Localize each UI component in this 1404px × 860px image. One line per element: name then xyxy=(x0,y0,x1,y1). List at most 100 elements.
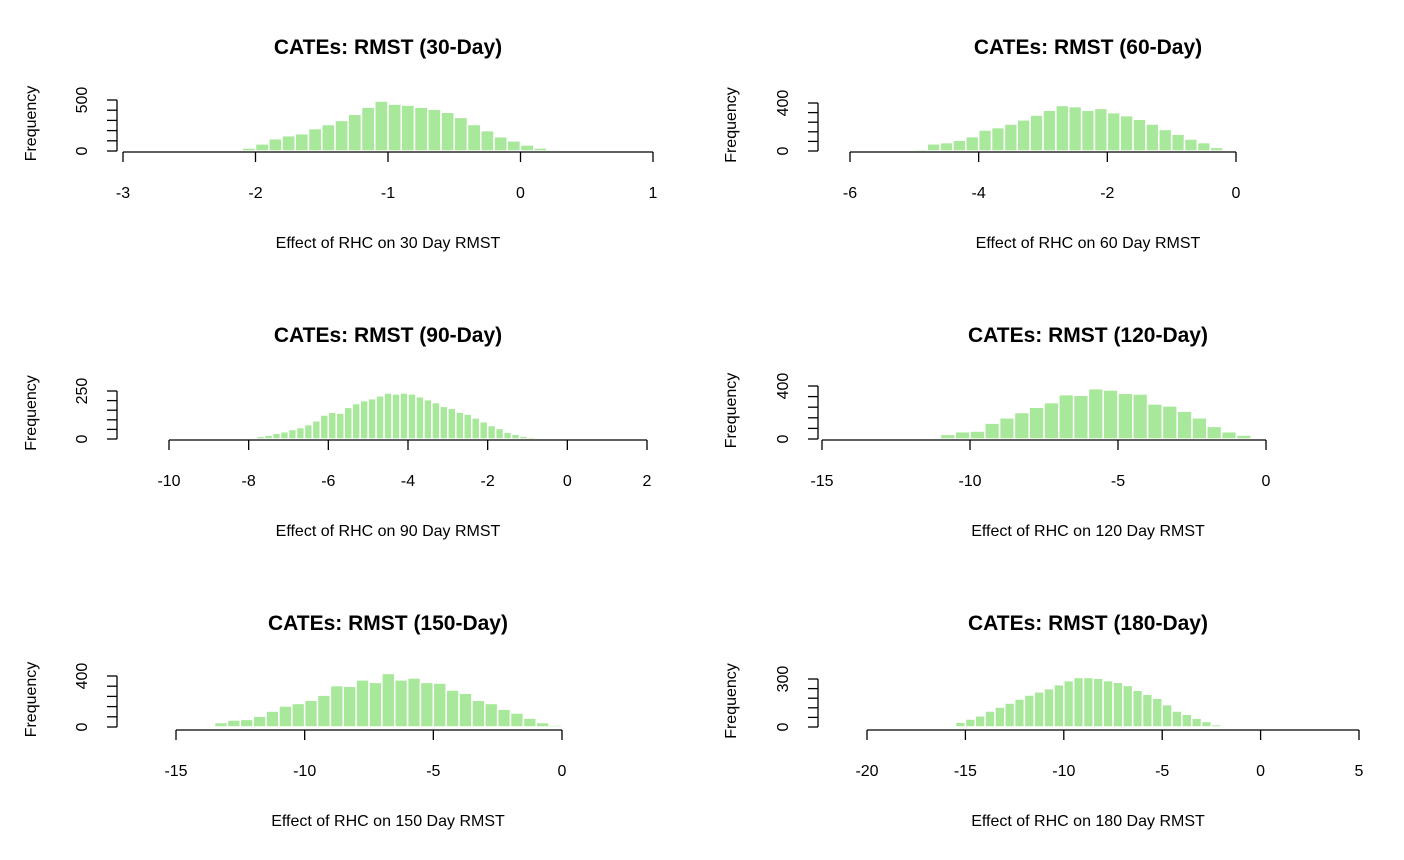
histogram-bar xyxy=(334,119,349,152)
histogram-bar xyxy=(1004,702,1016,728)
x-tick-label: 0 xyxy=(1256,763,1265,780)
histogram-bar xyxy=(226,719,242,728)
histogram-bar xyxy=(321,123,336,152)
histogram-bar xyxy=(913,148,928,152)
histogram-bar xyxy=(1183,138,1199,152)
histogram-bar xyxy=(399,392,409,440)
histogram-bar xyxy=(984,710,996,728)
histogram-bar xyxy=(546,148,561,152)
y-tick-label: 0 xyxy=(775,722,792,731)
histogram-bar xyxy=(327,411,338,440)
histogram-bar xyxy=(1016,119,1031,152)
histogram-bar xyxy=(271,432,282,440)
y-tick-label: 0 xyxy=(775,434,792,443)
histogram-bar xyxy=(1220,430,1238,440)
histogram-bar xyxy=(939,433,956,440)
histogram-bar xyxy=(1080,109,1096,152)
x-axis-label: Effect of RHC on 150 Day RMST xyxy=(271,813,505,830)
y-tick-label: 500 xyxy=(74,87,91,114)
histogram-bar xyxy=(268,138,283,152)
histogram-bar xyxy=(360,106,376,152)
histogram-bar xyxy=(900,149,916,152)
x-tick-label: -10 xyxy=(1052,763,1075,780)
histogram-bar xyxy=(496,708,512,728)
histogram-bar xyxy=(1082,676,1095,728)
histogram-bar xyxy=(303,699,319,728)
histogram-bar xyxy=(239,437,250,440)
x-tick-label: -2 xyxy=(1100,185,1114,202)
y-tick-label: 0 xyxy=(74,146,91,155)
x-axis-label: Effect of RHC on 30 Day RMST xyxy=(276,235,501,252)
histogram-bar xyxy=(522,717,538,728)
histogram-bar xyxy=(965,135,980,152)
histogram-bar xyxy=(455,411,465,440)
x-tick-label: -20 xyxy=(855,763,878,780)
histogram-bar xyxy=(990,126,1006,152)
histogram-bar xyxy=(391,393,401,440)
histogram-panel-4: CATEs: RMST (120-Day) -15 -10 -5 0 0 400 Effect… xyxy=(723,324,1271,540)
panel-title: CATEs: RMST (120-Day) xyxy=(968,324,1208,347)
x-tick-label: -3 xyxy=(116,185,130,202)
histogram-bar xyxy=(463,413,473,440)
histogram-bar xyxy=(519,144,535,152)
histogram-bar xyxy=(415,396,425,440)
histogram-bar xyxy=(952,139,967,152)
histogram-bar xyxy=(228,149,243,152)
x-axis-label: Effect of RHC on 180 Day RMST xyxy=(971,813,1205,830)
x-tick-label: -15 xyxy=(954,763,977,780)
histogram-bar xyxy=(316,694,332,728)
histogram-bar xyxy=(400,104,416,152)
x-axis-label: Effect of RHC on 120 Day RMST xyxy=(971,523,1205,540)
histogram-bar xyxy=(255,435,266,440)
histogram-bar xyxy=(1106,111,1121,152)
histogram-bar xyxy=(1132,118,1147,152)
histogram-bar xyxy=(1222,149,1237,152)
x-tick-label: -1 xyxy=(381,185,395,202)
histogram-bar xyxy=(977,129,993,152)
x-tick-label: -5 xyxy=(426,763,440,780)
histogram-bar xyxy=(247,436,258,440)
histogram-bar xyxy=(954,721,967,728)
histogram-bar xyxy=(969,430,986,440)
histogram-bar xyxy=(213,721,229,728)
panel-title: CATEs: RMST (30-Day) xyxy=(274,36,502,59)
x-tick-label: -5 xyxy=(1155,763,1169,780)
histogram-bar xyxy=(534,437,545,440)
histogram-bar xyxy=(393,679,409,728)
histogram-bar xyxy=(1200,720,1213,728)
histogram-bar xyxy=(502,431,513,440)
histogram-bar xyxy=(347,113,363,152)
histogram-bar xyxy=(1053,683,1065,728)
histogram-bar xyxy=(509,712,525,728)
x-tick-label: 0 xyxy=(1232,185,1241,202)
histogram-bar xyxy=(1235,434,1252,440)
histogram-bar xyxy=(368,681,383,728)
histogram-bar xyxy=(954,430,971,440)
histogram-bar xyxy=(1117,392,1134,440)
panel-title: CATEs: RMST (60-Day) xyxy=(974,36,1202,59)
histogram-bar xyxy=(1003,123,1019,152)
histogram-bar xyxy=(252,715,267,728)
histogram-bar xyxy=(1072,394,1090,440)
histogram-bar xyxy=(319,414,330,440)
y-tick-label: 400 xyxy=(74,663,91,690)
histogram-bar xyxy=(1067,105,1083,152)
histogram-bar xyxy=(278,705,293,728)
histogram-bar xyxy=(559,149,575,152)
histogram-bar xyxy=(1146,403,1164,440)
y-tick-label: 300 xyxy=(775,666,792,693)
histogram-bar xyxy=(1087,387,1104,440)
histogram-bar xyxy=(1151,697,1163,728)
histogram-bar xyxy=(1033,691,1045,728)
histogram-bar xyxy=(445,689,460,728)
histogram-bar xyxy=(432,682,447,728)
histogram-bar xyxy=(200,724,216,728)
histogram-bar xyxy=(480,129,495,152)
histogram-bar xyxy=(1170,133,1186,152)
histogram-bar xyxy=(1171,710,1183,728)
histogram-bar xyxy=(1112,681,1124,728)
histogram-bar xyxy=(335,412,346,440)
histogram-bar xyxy=(1013,411,1030,440)
histogram-bar xyxy=(1161,405,1178,440)
histogram-bar xyxy=(974,715,986,728)
